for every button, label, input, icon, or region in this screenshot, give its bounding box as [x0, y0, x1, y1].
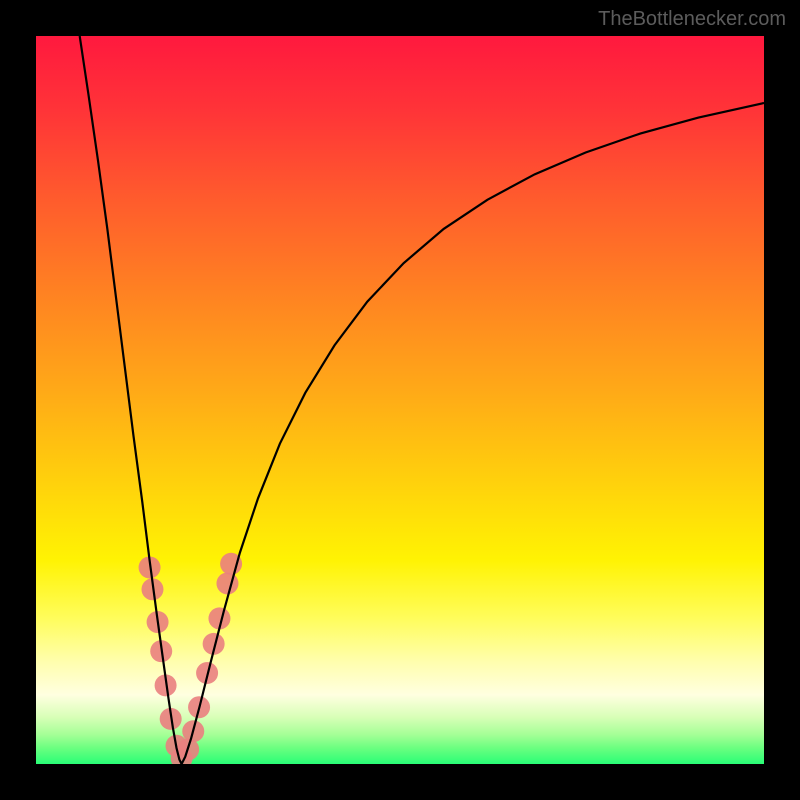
watermark-text: TheBottlenecker.com: [598, 8, 786, 31]
plot-area: [36, 36, 764, 764]
curve-right: [182, 103, 764, 764]
marker-group: [139, 553, 243, 764]
chart-frame: TheBottlenecker.com: [0, 0, 800, 800]
data-marker: [216, 572, 238, 594]
curve-layer: [36, 36, 764, 764]
